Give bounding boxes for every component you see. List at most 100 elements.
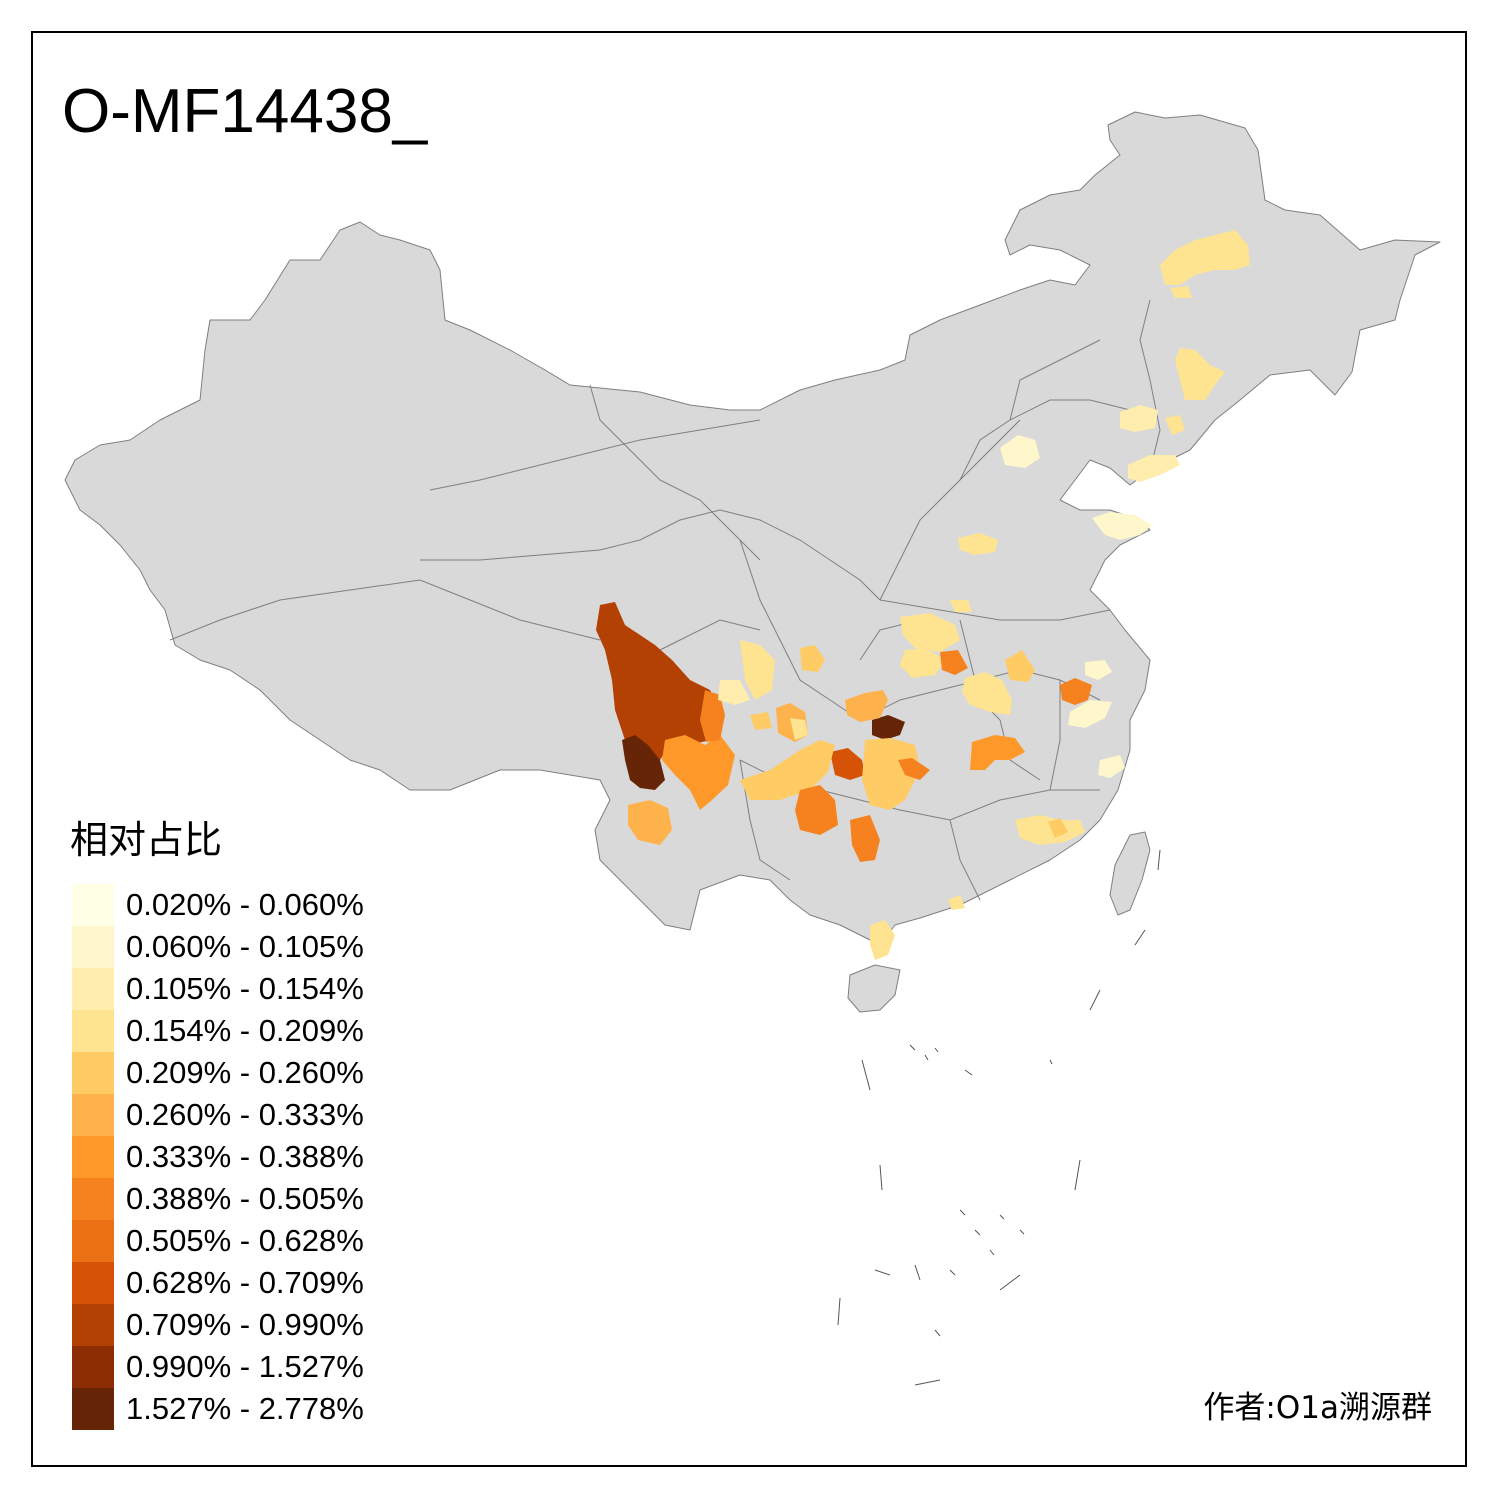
region-0.154-0.209 [958,533,998,555]
region-0.105-0.154 [1128,455,1180,482]
legend-label: 0.388% - 0.505% [126,1181,364,1216]
legend-swatch [72,1220,114,1262]
region-0.154-0.209 [1160,230,1250,285]
island-mark [861,1059,871,1091]
legend-entry: 0.105% - 0.154% [72,968,412,1010]
region-0.209-0.260 [1048,818,1068,838]
region-0.154-0.209 [900,648,945,678]
legend-label: 0.628% - 0.709% [126,1265,364,1300]
hainan-island [847,964,901,1013]
region-0.260-0.333 [628,800,672,845]
legend-entry: 0.388% - 0.505% [72,1178,412,1220]
legend-label: 0.505% - 0.628% [126,1223,364,1258]
mainland-region [64,111,1441,946]
region-0.209-0.260 [862,738,920,810]
legend-entry: 0.990% - 1.527% [72,1346,412,1388]
legend-swatch [72,884,114,926]
region-0.105-0.154 [718,680,750,705]
author-credit: 作者:O1a溯源群 [1203,1390,1432,1426]
region-0.388-0.505 [795,785,838,835]
legend-label: 0.060% - 0.105% [126,929,364,964]
region-0.060-0.105 [1092,512,1152,540]
region-0.388-0.505 [850,815,880,862]
province-border [1009,339,1101,421]
island-mark [934,1209,1025,1337]
province-border [429,419,761,491]
legend-swatch [72,1346,114,1388]
legend-swatch [72,1136,114,1178]
region-0.154-0.209 [962,672,1012,715]
region-0.154-0.209 [900,613,960,652]
province-border [420,509,721,561]
region-0.154-0.209 [790,718,808,740]
region-0.628-0.709 [830,748,865,780]
island-mark [964,1059,1053,1076]
province-border [1049,680,1061,791]
legend-swatch [72,1178,114,1220]
province-border [169,579,601,641]
legend-entry: 0.020% - 0.060% [72,884,412,926]
legend-entry: 1.527% - 2.778% [72,1388,412,1430]
region-1.527-2.778 [622,735,665,790]
legend-label: 0.020% - 0.060% [126,887,364,922]
region-0.209-0.260 [740,740,835,800]
region-0.060-0.105 [1000,435,1040,468]
province-border [879,419,1021,601]
region-0.333-0.388 [662,735,735,810]
legend-swatch [72,1262,114,1304]
island-mark [874,1264,921,1281]
internal-borders [169,299,1161,901]
region-0.060-0.105 [1068,700,1112,728]
legend-label: 0.990% - 1.527% [126,1349,364,1384]
legend-label: 0.209% - 0.260% [126,1055,364,1090]
region-1.527-2.778 [872,715,905,740]
legend-label: 0.154% - 0.209% [126,1013,364,1048]
region-0.154-0.209 [870,920,895,960]
choropleth-regions [596,230,1250,960]
legend-label: 1.527% - 2.778% [126,1391,364,1426]
legend-title: 相对占比 [70,818,223,862]
legend-swatch [72,968,114,1010]
legend-entry: 0.260% - 0.333% [72,1094,412,1136]
map-title: O-MF14438_ [62,77,428,146]
base-map [64,111,1441,1013]
island-mark [879,1164,883,1191]
island-mark [1074,1159,1081,1191]
legend-entry: 0.709% - 0.990% [72,1304,412,1346]
region-0.060-0.105 [1085,660,1112,680]
island-mark [1089,989,1101,1011]
region-0.388-0.505 [1060,678,1092,705]
legend-entry: 0.505% - 0.628% [72,1220,412,1262]
island-mark [914,1379,941,1386]
region-0.209-0.260 [800,645,825,672]
legend-swatch [72,926,114,968]
legend-entry: 0.154% - 0.209% [72,1010,412,1052]
region-0.154-0.209 [740,640,775,700]
legend-swatch [72,1094,114,1136]
province-border [739,539,861,721]
region-0.333-0.388 [970,735,1025,770]
region-0.154-0.209 [950,600,972,612]
province-border [589,384,761,561]
province-border [949,819,981,901]
island-mark [999,1274,1021,1291]
map-frame [31,31,1467,1467]
taiwan-island [1109,831,1151,916]
region-0.388-0.505 [700,690,725,742]
region-0.154-0.209 [1015,815,1085,845]
south-china-sea-islands [837,849,1161,1386]
legend-entry: 0.628% - 0.709% [72,1262,412,1304]
region-0.154-0.209 [1170,286,1192,298]
legend-swatch [72,1010,114,1052]
province-border [719,509,881,601]
region-0.105-0.154 [1120,405,1158,432]
legend-swatch [72,1388,114,1430]
region-0.060-0.105 [1098,755,1125,778]
island-mark [837,1297,841,1326]
legend-label: 0.105% - 0.154% [126,971,364,1006]
island-mark [1157,849,1161,871]
island-mark [1134,929,1146,946]
region-0.709-0.990 [596,602,718,775]
legend-swatch [72,1304,114,1346]
